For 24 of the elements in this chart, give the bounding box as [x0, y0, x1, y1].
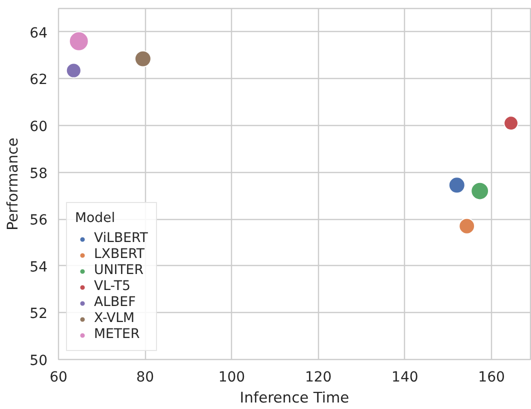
legend-label: VL-T5: [94, 279, 131, 294]
y-tick-label: 58: [30, 166, 48, 182]
x-tick-label: 100: [218, 370, 246, 386]
legend-label: UNITER: [94, 263, 144, 278]
legend-label: METER: [94, 327, 140, 342]
x-tick-label: 140: [392, 370, 418, 386]
y-tick-label: 64: [30, 25, 48, 42]
legend-label: LXBERT: [94, 247, 145, 262]
y-tick-label: 56: [30, 212, 48, 229]
x-tick-label: 60: [50, 370, 68, 386]
legend-label: ALBEF: [94, 295, 136, 310]
x-tick-label: 160: [478, 370, 505, 386]
y-tick-label: 54: [30, 259, 48, 276]
legend-title: Model: [75, 211, 116, 226]
y-tick-label: 52: [30, 306, 48, 322]
y-axis-title: Performance: [4, 138, 22, 230]
x-tick-label: 120: [304, 370, 332, 386]
x-tick-label: 80: [136, 370, 154, 386]
x-axis-title: Inference Time: [240, 390, 350, 406]
y-tick-label: 62: [30, 72, 48, 88]
legend-label: X-VLM: [94, 311, 135, 326]
y-tick-label: 60: [30, 119, 48, 135]
legend-label: ViLBERT: [94, 231, 148, 246]
y-tick-label: 50: [30, 353, 48, 369]
